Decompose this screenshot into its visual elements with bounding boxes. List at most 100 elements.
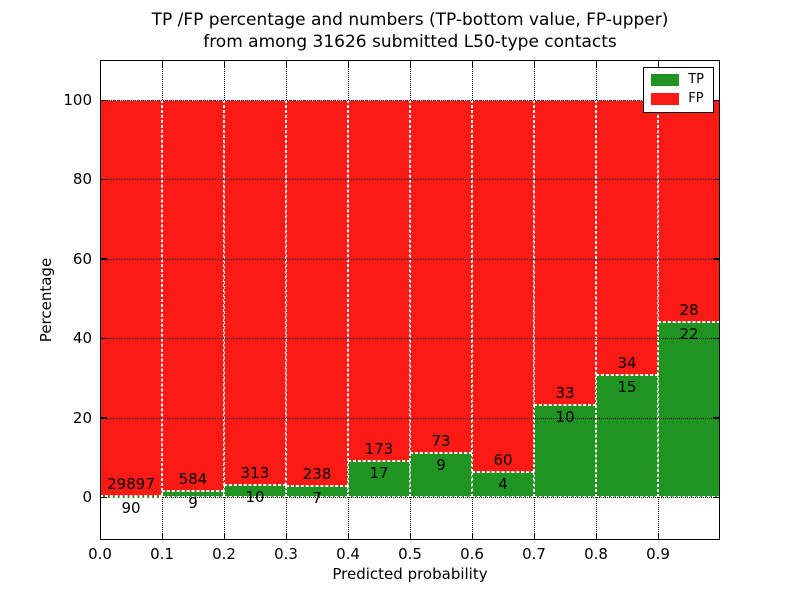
x-tick-label-0.2: 0.2 [212, 545, 236, 563]
x-tick-bottom [223, 533, 225, 540]
y-tick-left [100, 337, 107, 340]
bar-tp-0.5-0.6 [410, 453, 472, 497]
fp-count-label: 173 [364, 440, 394, 459]
legend: TP FP [643, 67, 714, 113]
x-tick-label-0.7: 0.7 [522, 545, 546, 563]
y-tick-right [713, 258, 720, 260]
chart-title-line1: TP /FP percentage and numbers (TP-bottom… [151, 10, 669, 30]
x-tick-bottom [347, 533, 349, 540]
chart-title: TP /FP percentage and numbers (TP-bottom… [100, 9, 720, 53]
bar-tp-0.9-1.0 [658, 322, 720, 497]
gridline-y-40 [100, 338, 720, 340]
x-tick-bottom [533, 533, 535, 540]
gridline-y-80 [100, 179, 720, 181]
bar-fp-0.9-1.0 [658, 100, 720, 323]
gridline-y-20 [100, 417, 720, 419]
fp-count-label: 238 [302, 464, 332, 483]
gridline-y-60 [100, 258, 720, 260]
fp-count-label: 584 [178, 469, 208, 488]
tp-count-label: 90 [121, 498, 141, 517]
tp-count-label: 10 [245, 487, 265, 506]
x-tick-label-0.4: 0.4 [336, 545, 360, 563]
bar-tp-0.7-0.8 [534, 404, 596, 497]
y-tick-left [100, 417, 107, 419]
y-tick-label-60: 60 [72, 249, 92, 268]
fp-count-label: 29897 [107, 474, 155, 493]
y-tick-right [713, 178, 720, 181]
bar-fp-0.0-0.1 [100, 100, 162, 496]
gridline-y-0 [100, 497, 720, 498]
tp-count-label: 10 [555, 407, 575, 426]
x-tick-label-0.3: 0.3 [274, 545, 298, 563]
x-tick-label-0.9: 0.9 [646, 545, 670, 563]
y-tick-label-40: 40 [72, 329, 92, 348]
fp-count-label: 33 [555, 383, 575, 402]
x-tick-top [533, 60, 535, 67]
fp-count-label: 73 [431, 432, 451, 451]
y-tick-right [713, 99, 720, 101]
x-axis-label: Predicted probability [332, 565, 488, 583]
x-tick-label-0.8: 0.8 [584, 545, 608, 563]
y-tick-right [713, 337, 720, 340]
x-tick-bottom [161, 533, 163, 540]
x-tick-bottom [409, 533, 411, 540]
bar-tp-0.0-0.1 [100, 495, 162, 498]
chart-title-line2: from among 31626 submitted L50-type cont… [203, 32, 617, 52]
bar-fp-0.5-0.6 [410, 100, 472, 454]
bar-fp-0.1-0.2 [162, 100, 224, 491]
y-tick-left [100, 99, 107, 101]
x-tick-label-0.6: 0.6 [460, 545, 484, 563]
bar-tp-0.6-0.7 [472, 472, 534, 497]
fp-count-label: 28 [679, 301, 699, 320]
bar-fp-0.8-0.9 [596, 100, 658, 376]
bar-tp-0.8-0.9 [596, 375, 658, 497]
x-tick-label-0.1: 0.1 [150, 545, 174, 563]
x-tick-bottom [471, 533, 473, 540]
y-tick-left [100, 496, 107, 498]
y-tick-left [100, 258, 107, 260]
fp-swatch-icon [651, 93, 680, 105]
x-tick-bottom [657, 533, 659, 540]
x-tick-top [161, 60, 163, 67]
legend-item-fp: FP [651, 92, 704, 106]
y-tick-right [713, 496, 720, 498]
x-tick-bottom [99, 533, 101, 540]
tp-count-label: 15 [617, 378, 637, 397]
x-tick-bottom [595, 533, 597, 540]
y-tick-label-0: 0 [82, 488, 92, 506]
y-tick-right [713, 417, 720, 419]
legend-label-tp: TP [688, 72, 704, 87]
x-tick-top [99, 60, 101, 67]
y-tick-label-20: 20 [72, 408, 92, 427]
plot-area: 29897 90 584 9 313 10 238 7 173 17 73 9 60 4 33 10 34 15 2… [99, 60, 720, 540]
bar-tp-0.3-0.4 [286, 485, 348, 497]
gridline-y-100 [100, 100, 720, 101]
bar-fp-0.7-0.8 [534, 100, 596, 405]
y-tick-left [100, 178, 107, 181]
tp-count-label: 7 [312, 488, 322, 507]
bar-tp-0.2-0.3 [224, 484, 286, 497]
y-tick-label-100: 100 [63, 91, 92, 109]
tp-swatch-icon [651, 74, 680, 86]
bar-tp-0.1-0.2 [162, 490, 224, 497]
tp-count-label: 22 [679, 325, 699, 344]
fp-count-label: 313 [240, 463, 270, 482]
x-tick-top [595, 60, 597, 67]
x-tick-top [471, 60, 473, 67]
tp-count-label: 9 [188, 493, 198, 512]
fp-count-label: 60 [493, 451, 513, 470]
x-tick-top [347, 60, 349, 67]
bar-fp-0.4-0.5 [348, 100, 410, 462]
x-tick-label-0.5: 0.5 [398, 545, 422, 563]
fp-count-label: 34 [617, 354, 637, 373]
tp-count-label: 17 [369, 464, 389, 483]
tp-count-label: 4 [498, 475, 508, 494]
bar-fp-0.6-0.7 [472, 100, 534, 473]
x-tick-top [657, 60, 659, 67]
x-tick-top [409, 60, 411, 67]
y-tick-label-80: 80 [72, 170, 92, 189]
x-tick-bottom [285, 533, 287, 540]
bar-fp-0.3-0.4 [286, 100, 348, 486]
legend-item-tp: TP [651, 73, 704, 87]
